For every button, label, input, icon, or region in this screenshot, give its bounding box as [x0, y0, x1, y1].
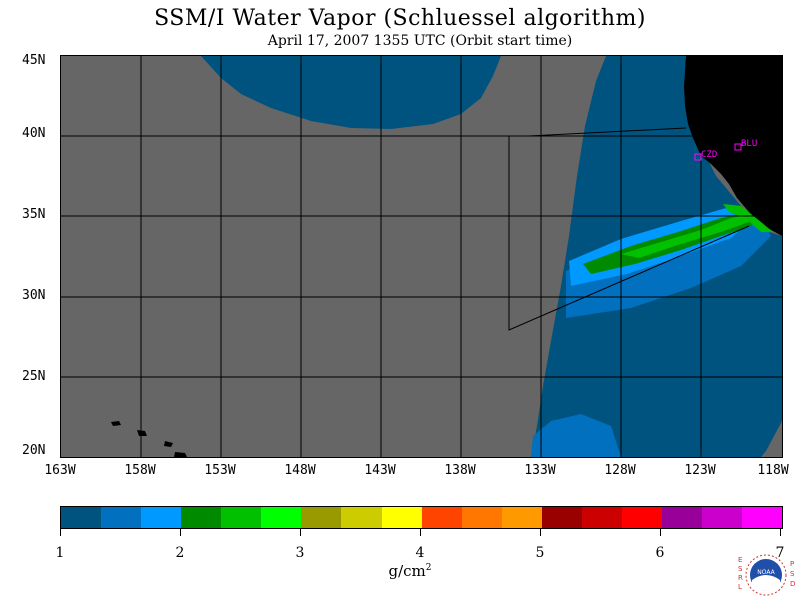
colorbar-tick — [180, 528, 181, 536]
colorbar-swatch — [501, 507, 542, 528]
station-marker-czd — [694, 153, 702, 161]
colorbar-swatch — [181, 507, 222, 528]
colorbar-swatch — [341, 507, 382, 528]
station-label-blu: BLU — [741, 139, 757, 149]
lon-label-148w: 148W — [284, 463, 316, 478]
colorbar-swatch — [461, 507, 502, 528]
colorbar-swatch — [421, 507, 462, 528]
vapor-band-south — [531, 414, 621, 457]
lat-label-30n: 30N — [22, 288, 46, 303]
esrl-letter-e: E — [738, 556, 742, 564]
colorbar-swatch — [101, 507, 142, 528]
colorbar-tick — [60, 528, 61, 536]
colorbar-swatch — [541, 507, 582, 528]
noaa-logo: NOAA E S R L P S D — [730, 550, 800, 600]
psd-vertical-text: P S D — [790, 560, 795, 588]
colorbar-tick — [300, 528, 301, 536]
swath-north — [201, 56, 501, 129]
colorbar-label-6: 6 — [655, 545, 665, 561]
lat-label-40n: 40N — [22, 126, 46, 141]
graticule — [61, 56, 782, 457]
coastal-vapor — [723, 204, 773, 232]
colorbar-swatch — [621, 507, 662, 528]
lon-label-133w: 133W — [524, 463, 556, 478]
map-title: SSM/I Water Vapor (Schluessel algorithm) — [154, 6, 646, 31]
map-canvas: CZD BLU — [61, 56, 782, 457]
colorbar-tick — [540, 528, 541, 536]
esrl-vertical-text: E S R L — [738, 556, 743, 591]
colorbar — [60, 506, 783, 529]
colorbar-units: g/cm2 — [380, 562, 440, 580]
island-maui — [164, 441, 173, 447]
lon-label-118w: 118W — [757, 463, 789, 478]
lon-label-163w: 163W — [44, 463, 76, 478]
colorbar-tick — [780, 528, 781, 536]
colorbar-tick — [660, 528, 661, 536]
colorbar-swatch — [381, 507, 422, 528]
esrl-letter-l: L — [738, 583, 742, 591]
lon-label-138w: 138W — [444, 463, 476, 478]
colorbar-label-5: 5 — [535, 545, 545, 561]
lat-label-45n: 45N — [22, 53, 46, 68]
lon-label-158w: 158W — [124, 463, 156, 478]
colorbar-swatch — [61, 507, 102, 528]
island-hawaii — [174, 452, 187, 457]
colorbar-swatch — [261, 507, 302, 528]
units-exponent: 2 — [425, 563, 432, 573]
esrl-letter-s: S — [738, 565, 743, 573]
water-vapor-map: CZD BLU — [60, 55, 783, 458]
station-label-czd: CZD — [701, 150, 717, 160]
colorbar-tick — [420, 528, 421, 536]
lon-label-153w: 153W — [204, 463, 236, 478]
vapor-band-2-3 — [621, 214, 751, 258]
colorbar-label-2: 2 — [175, 545, 185, 561]
colorbar-swatch — [702, 507, 743, 528]
noaa-logo-graphic: NOAA E S R L P S D — [738, 554, 795, 596]
lon-label-123w: 123W — [684, 463, 716, 478]
psd-letter-s: S — [790, 570, 795, 578]
lat-label-20n: 20N — [22, 443, 46, 458]
colorbar-label-1: 1 — [55, 545, 65, 561]
lat-label-35n: 35N — [22, 207, 46, 222]
colorbar-swatch — [301, 507, 342, 528]
land-north-america — [684, 56, 782, 236]
lat-label-25n: 25N — [22, 369, 46, 384]
units-text: g/cm — [388, 562, 426, 580]
colorbar-label-3: 3 — [295, 545, 305, 561]
psd-letter-p: P — [790, 560, 794, 568]
psd-letter-d: D — [790, 580, 795, 588]
lon-label-143w: 143W — [364, 463, 396, 478]
colorbar-swatch — [581, 507, 622, 528]
island-oahu — [137, 430, 147, 436]
colorbar-label-4: 4 — [415, 545, 425, 561]
colorbar-label-7: 7 — [775, 545, 785, 561]
colorbar-swatch — [661, 507, 702, 528]
colorbar-swatch — [742, 507, 783, 528]
colorbar-swatch — [141, 507, 182, 528]
noaa-logo-text: NOAA — [757, 569, 775, 576]
map-subtitle: April 17, 2007 1355 UTC (Orbit start tim… — [267, 33, 573, 49]
analysis-region-outline — [508, 127, 750, 331]
island-kauai — [111, 421, 121, 426]
lon-label-128w: 128W — [604, 463, 636, 478]
colorbar-swatch — [221, 507, 262, 528]
esrl-letter-r: R — [738, 574, 743, 582]
station-marker-blu — [734, 143, 742, 151]
